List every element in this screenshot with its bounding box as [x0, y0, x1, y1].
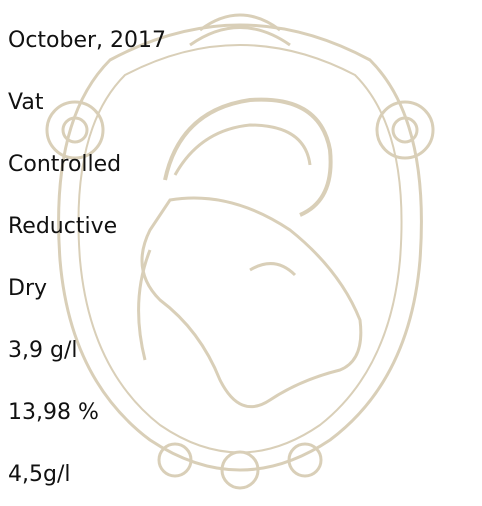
page: October, 2017VatControlledReductiveDry3,…: [0, 0, 482, 506]
spec-value: Dry: [8, 258, 166, 320]
spec-value: 3,9 g/l: [8, 320, 166, 382]
spec-value: 4,5g/l: [8, 444, 166, 506]
spec-value: 13,98 %: [8, 382, 166, 444]
spec-value: October, 2017: [8, 10, 166, 72]
spec-value: Controlled: [8, 134, 166, 196]
spec-value: Reductive: [8, 196, 166, 258]
spec-value: Vat: [8, 72, 166, 134]
